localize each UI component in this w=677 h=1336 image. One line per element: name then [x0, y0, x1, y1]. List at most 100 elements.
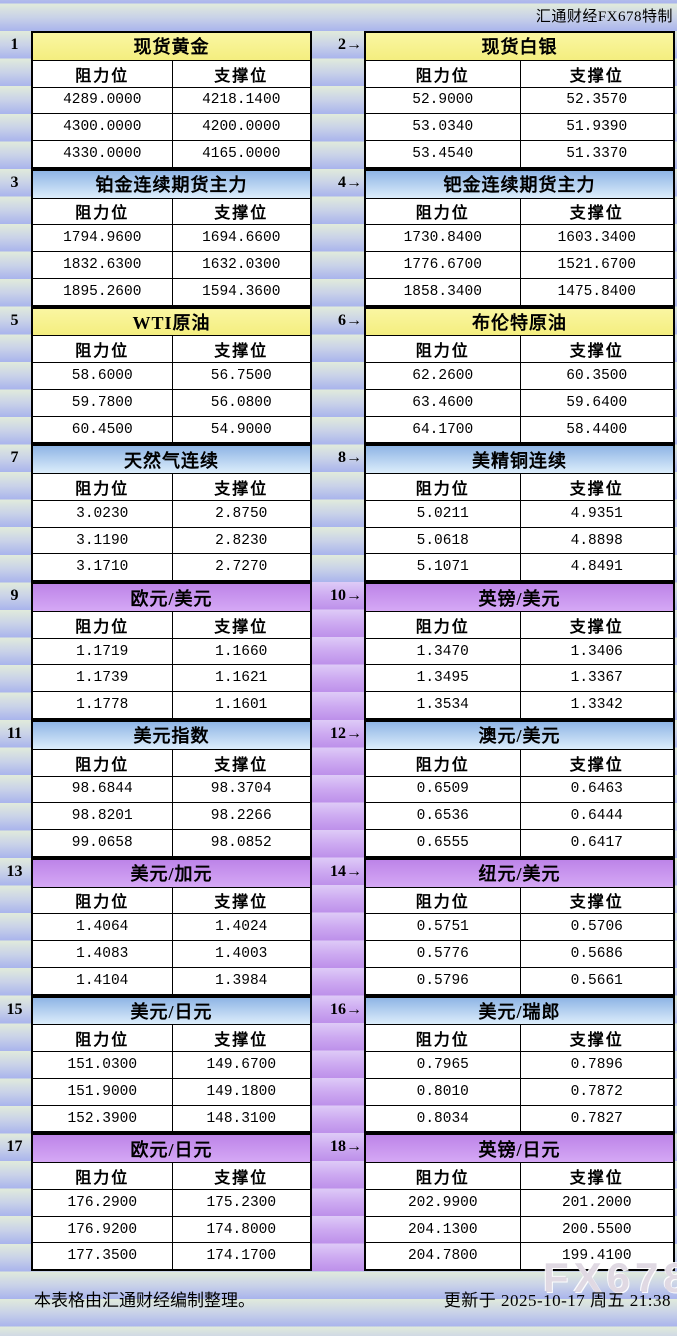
col-header-support: 支撑位 [519, 610, 673, 638]
section-number-label: 5 [10, 311, 19, 329]
cell-resistance: 1832.6300 [33, 251, 172, 278]
col-header-resistance: 阻力位 [33, 610, 172, 638]
col-header-support: 支撑位 [519, 748, 673, 776]
cell-resistance: 3.1190 [33, 526, 172, 554]
cell-support: 1594.3600 [171, 277, 310, 305]
cell-support: 2.8230 [171, 526, 310, 554]
section-title: 英镑/日元 [366, 1135, 673, 1163]
col-header-support: 支撑位 [519, 1024, 673, 1052]
cell-support: 2.8750 [171, 499, 310, 527]
cell-support: 0.6417 [519, 829, 673, 856]
cell-support: 199.4100 [519, 1242, 673, 1270]
cell-support: 149.6700 [171, 1051, 310, 1078]
cell-resistance: 5.0211 [366, 499, 520, 527]
section-title: 纽元/美元 [366, 859, 673, 887]
cell-support: 1.3406 [519, 637, 673, 665]
cell-support: 1475.8400 [519, 277, 673, 305]
section-table: 天然气连续 阻力位 支撑位 3.0230 2.8750 3.1190 2.8230 3.171… [31, 444, 312, 583]
cell-resistance: 4330.0000 [33, 140, 172, 167]
cell-resistance: 98.8201 [33, 802, 172, 829]
gutter-number-label: 14→ [330, 862, 362, 880]
cell-support: 4.9351 [519, 499, 673, 527]
section-title: 美元指数 [33, 722, 310, 749]
col-header-resistance: 阻力位 [366, 1162, 520, 1189]
col-header-resistance: 阻力位 [366, 473, 520, 500]
cell-resistance: 0.8034 [366, 1104, 520, 1132]
cell-support: 4.8898 [519, 526, 673, 554]
section-number-label: 11 [6, 725, 23, 742]
cell-support: 98.3704 [171, 775, 310, 803]
cell-resistance: 1730.8400 [366, 224, 520, 251]
cell-resistance: 4300.0000 [33, 113, 172, 140]
cell-support: 51.9390 [519, 113, 673, 141]
cell-support: 0.7827 [519, 1104, 673, 1132]
cell-resistance: 204.7800 [366, 1242, 520, 1269]
section-table: 美元指数 阻力位 支撑位 98.6844 98.3704 98.8201 98.2266 99… [31, 720, 312, 858]
cell-support: 1521.6700 [519, 251, 673, 278]
cell-support: 0.7872 [519, 1077, 673, 1105]
cell-resistance: 1.3470 [366, 637, 520, 665]
section-table: 钯金连续期货主力 阻力位 支撑位 1730.8400 1603.3400 1776.670… [364, 168, 675, 307]
col-header-support: 支撑位 [519, 59, 673, 87]
cell-resistance: 151.9000 [33, 1077, 172, 1105]
cell-support: 0.6444 [519, 802, 673, 830]
gutter-number-label: 2→ [338, 36, 362, 53]
cell-resistance: 1.1739 [33, 664, 172, 691]
cell-support: 0.6463 [519, 775, 673, 803]
col-header-support: 支撑位 [519, 197, 673, 225]
cell-resistance: 0.5751 [366, 913, 520, 940]
section-table: 欧元/日元 阻力位 支撑位 176.2900 175.2300 176.9200 174.8… [31, 1133, 312, 1272]
col-header-support: 支撑位 [519, 473, 673, 500]
col-header-resistance: 阻力位 [366, 59, 520, 87]
col-header-resistance: 阻力位 [33, 1162, 172, 1189]
cell-resistance: 202.9900 [366, 1188, 520, 1216]
section-title: 铂金连续期货主力 [33, 170, 310, 198]
cell-resistance: 152.3900 [33, 1104, 172, 1132]
cell-support: 4218.1400 [171, 86, 310, 114]
cell-support: 51.3370 [519, 140, 673, 167]
cell-resistance: 98.6844 [33, 775, 172, 803]
section-title: 钯金连续期货主力 [366, 170, 673, 198]
section-title: 现货白银 [366, 33, 673, 60]
cell-support: 0.5686 [519, 940, 673, 967]
cell-resistance: 1.4104 [33, 966, 172, 994]
cell-support: 0.5661 [519, 966, 673, 994]
cell-support: 201.2000 [519, 1188, 673, 1216]
cell-support: 52.3570 [519, 86, 673, 114]
cell-support: 149.1800 [171, 1077, 310, 1105]
cell-resistance: 1.4064 [33, 913, 172, 940]
gutter-number-label: 12→ [330, 725, 362, 742]
cell-resistance: 0.7965 [366, 1051, 520, 1078]
cell-support: 56.0800 [171, 388, 310, 416]
col-header-resistance: 阻力位 [366, 335, 520, 362]
cell-support: 4.8491 [519, 553, 673, 581]
section-table: 美精铜连续 阻力位 支撑位 5.0211 4.9351 5.0618 4.8898 5.107… [364, 444, 675, 583]
section-table: 美元/加元 阻力位 支撑位 1.4064 1.4024 1.4083 1.4003 1.410… [31, 857, 312, 996]
cell-support: 58.4400 [519, 415, 673, 443]
col-header-resistance: 阻力位 [33, 1024, 172, 1051]
cell-resistance: 0.8010 [366, 1077, 520, 1105]
gutter-number-label: 6→ [338, 311, 362, 329]
cell-support: 1.4003 [171, 940, 310, 967]
cell-support: 0.7896 [519, 1051, 673, 1078]
cell-support: 1603.3400 [519, 224, 673, 252]
col-header-support: 支撑位 [171, 335, 310, 363]
cell-resistance: 59.7800 [33, 388, 172, 416]
section-title: 美元/日元 [33, 997, 310, 1025]
cell-support: 1.3342 [519, 691, 673, 718]
cell-resistance: 0.6555 [366, 829, 520, 856]
col-header-resistance: 阻力位 [366, 1024, 520, 1051]
cell-resistance: 52.9000 [366, 86, 520, 114]
cell-resistance: 0.6509 [366, 775, 520, 803]
col-header-support: 支撑位 [171, 1024, 310, 1052]
col-header-support: 支撑位 [519, 335, 673, 363]
col-header-support: 支撑位 [171, 473, 310, 500]
cell-support: 56.7500 [171, 362, 310, 389]
cell-support: 1632.0300 [171, 251, 310, 278]
gutter-number-label: 18→ [330, 1138, 362, 1156]
section-number-label: 7 [10, 449, 19, 467]
col-header-resistance: 阻力位 [366, 886, 520, 914]
cell-resistance: 5.1071 [366, 553, 520, 580]
section-table: 美元/瑞郎 阻力位 支撑位 0.7965 0.7896 0.8010 0.7872 0.803… [364, 995, 675, 1134]
fx678-watermark: FX678 [543, 1254, 677, 1301]
